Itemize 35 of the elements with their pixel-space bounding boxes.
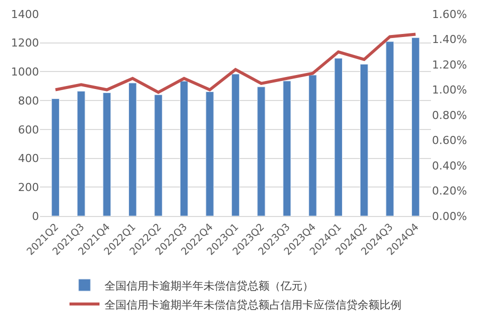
y2-tick-label: 0.60% xyxy=(432,134,467,148)
bar xyxy=(360,64,368,216)
bar xyxy=(51,98,60,216)
y-tick-label: 800 xyxy=(18,94,39,108)
y-tick-label: 200 xyxy=(18,180,39,194)
bar xyxy=(180,80,188,216)
bar xyxy=(102,92,111,216)
bar xyxy=(154,94,162,216)
bar xyxy=(386,41,394,216)
bar xyxy=(77,90,86,216)
y-tick-label: 1400 xyxy=(11,8,39,21)
y-tick-label: 1000 xyxy=(11,66,39,79)
y2-tick-label: 0.20% xyxy=(432,184,467,198)
y2-tick-label: 0.00% xyxy=(432,210,467,223)
y-tick-label: 400 xyxy=(18,152,39,166)
y-tick-label: 600 xyxy=(18,123,39,136)
y-tick-label: 1200 xyxy=(11,36,39,50)
bar xyxy=(334,58,342,216)
legend-label: 全国信用卡逾期半年未偿信贷总额占信用卡应偿信贷余额比例 xyxy=(104,298,402,312)
y2-tick-label: 1.40% xyxy=(432,33,467,46)
bar xyxy=(308,74,317,216)
y2-tick-label: 0.40% xyxy=(432,159,467,172)
bar xyxy=(206,92,214,216)
y2-tick-label: 1.00% xyxy=(432,84,467,97)
y2-tick-label: 0.80% xyxy=(432,108,467,122)
bar xyxy=(231,74,240,216)
bar xyxy=(411,37,420,216)
bar xyxy=(128,82,137,216)
y2-tick-label: 1.60% xyxy=(432,8,467,21)
bar xyxy=(282,80,292,216)
y2-tick-label: 1.20% xyxy=(432,58,467,72)
bar xyxy=(257,86,266,216)
legend-label: 全国信用卡逾期半年未偿信贷总额（亿元） xyxy=(104,279,314,292)
line-series xyxy=(54,32,418,94)
y-tick-label: 0 xyxy=(32,210,39,223)
